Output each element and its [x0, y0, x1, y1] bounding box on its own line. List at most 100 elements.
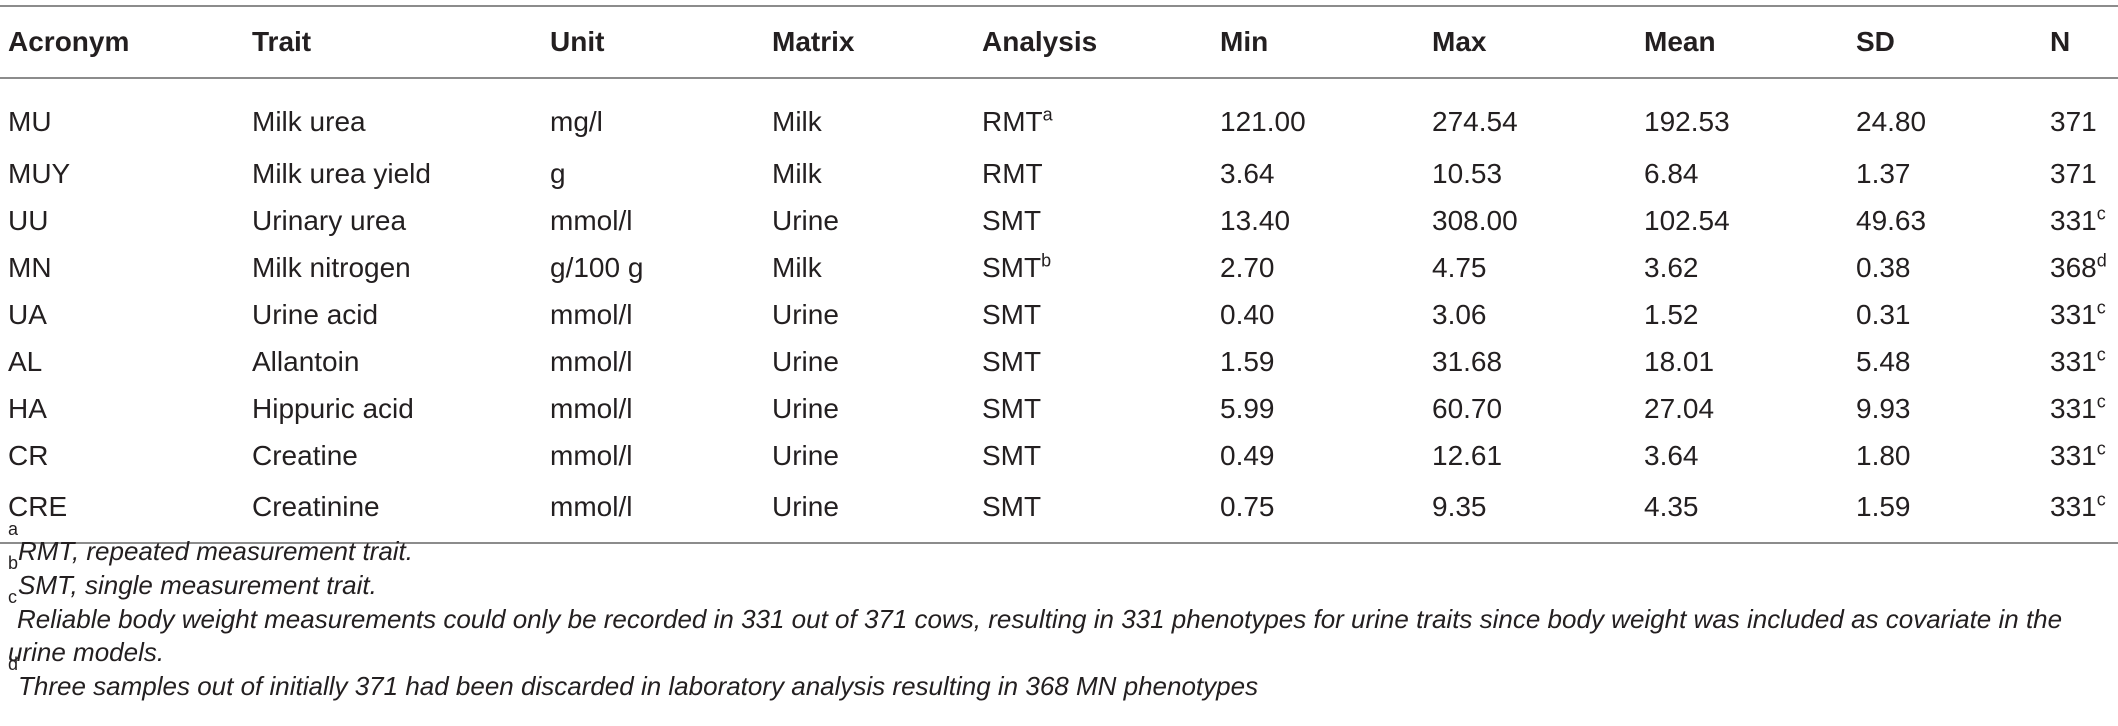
- cell-acronym: MU: [8, 105, 52, 137]
- n-value: 331: [2050, 345, 2097, 377]
- cell-trait: Urinary urea: [252, 204, 407, 236]
- column-header-sd: SD: [1848, 5, 2042, 79]
- footnote-mark: d: [8, 654, 19, 674]
- analysis-value: SMT: [982, 490, 1042, 522]
- table-row: HA Hippuric acid mmol/l Urine SMT 5.99 6…: [0, 385, 2118, 432]
- footnote-mark: b: [8, 553, 19, 573]
- column-header-trait: Trait: [244, 5, 542, 79]
- footnote-b: bSMT, single measurement trait.: [8, 554, 2108, 602]
- cell-acronym: MN: [8, 251, 52, 283]
- cell-acronym: CRE: [0, 479, 244, 544]
- column-header-unit: Unit: [542, 5, 764, 79]
- cell-n: 368d: [2042, 244, 2118, 291]
- footnote-text: Three samples out of initially 371 had b…: [18, 671, 1259, 701]
- cell-trait: Urine acid: [252, 298, 379, 330]
- analysis-value: SMT: [982, 204, 1042, 236]
- cell-matrix: Milk: [772, 157, 822, 189]
- table-row: AL Allantoin mmol/l Urine SMT 1.59 31.68…: [0, 338, 2118, 385]
- cell-analysis: SMT: [974, 432, 1212, 479]
- cell-n: 331c: [2042, 338, 2118, 385]
- cell-sd: 0.31: [1856, 298, 1911, 330]
- cell-min: 0.75: [1212, 479, 1424, 544]
- footnote-mark: c: [8, 587, 17, 607]
- footnote-marker: c: [2096, 344, 2106, 365]
- cell-analysis: SMT: [974, 291, 1212, 338]
- cell-acronym: CR: [8, 439, 49, 471]
- cell-acronym: HA: [8, 392, 47, 424]
- analysis-value: SMT: [982, 392, 1042, 424]
- cell-acronym: AL: [8, 345, 43, 377]
- cell-max: 4.75: [1432, 251, 1487, 283]
- analysis-value: SMT: [982, 345, 1042, 377]
- cell-n: 371: [2042, 78, 2118, 150]
- cell-min: 13.40: [1220, 204, 1291, 236]
- table-footnotes: aRMT, repeated measurement trait. bSMT, …: [8, 520, 2108, 704]
- cell-min: 121.00: [1220, 105, 1306, 137]
- cell-acronym: MUY: [8, 157, 71, 189]
- cell-matrix: Urine: [772, 204, 839, 236]
- cell-sd: 49.63: [1856, 204, 1927, 236]
- analysis-value: SMT: [982, 298, 1042, 330]
- cell-matrix: Urine: [772, 392, 839, 424]
- cell-mean: 3.64: [1644, 439, 1699, 471]
- cell-n: 331c: [2042, 197, 2118, 244]
- cell-analysis: SMT: [974, 197, 1212, 244]
- cell-analysis: SMT: [974, 385, 1212, 432]
- cell-n: 331c: [2042, 291, 2118, 338]
- cell-min: 3.64: [1220, 157, 1275, 189]
- cell-unit: mmol/l: [550, 345, 633, 377]
- column-header-mean: Mean: [1636, 5, 1848, 79]
- n-value: 331: [2050, 490, 2097, 522]
- cell-mean: 192.53: [1644, 105, 1730, 137]
- trait-statistics-table: Acronym Trait Unit Matrix Analysis Min M…: [0, 5, 2118, 544]
- cell-sd: 9.93: [1856, 392, 1911, 424]
- cell-mean: 27.04: [1644, 392, 1715, 424]
- cell-max: 3.06: [1432, 298, 1487, 330]
- cell-trait: Creatine: [252, 439, 358, 471]
- cell-trait: Allantoin: [252, 345, 360, 377]
- footnote-marker: a: [1042, 104, 1053, 125]
- analysis-value: RMT: [982, 157, 1043, 189]
- footnote-marker: c: [2096, 391, 2106, 412]
- cell-sd: 1.59: [1848, 479, 2042, 544]
- cell-n: 371: [2042, 150, 2118, 197]
- cell-analysis: RMT: [974, 150, 1212, 197]
- cell-analysis: RMTa: [974, 78, 1212, 150]
- column-header-n: N: [2042, 5, 2118, 79]
- column-header-max: Max: [1424, 5, 1636, 79]
- cell-matrix: Milk: [772, 105, 822, 137]
- cell-sd: 1.80: [1856, 439, 1911, 471]
- analysis-value: SMT: [982, 251, 1042, 283]
- table-row: MU Milk urea mg/l Milk RMTa 121.00 274.5…: [0, 78, 2118, 150]
- cell-unit: mmol/l: [550, 298, 633, 330]
- cell-max: 10.53: [1432, 157, 1503, 189]
- cell-matrix: Urine: [772, 298, 839, 330]
- cell-max: 60.70: [1432, 392, 1503, 424]
- footnote-a: aRMT, repeated measurement trait.: [8, 520, 2108, 568]
- n-value: 368: [2050, 251, 2097, 283]
- cell-mean: 1.52: [1644, 298, 1699, 330]
- analysis-value: SMT: [982, 439, 1042, 471]
- cell-unit: mmol/l: [542, 479, 764, 544]
- footnote-text: RMT, repeated measurement trait.: [18, 536, 414, 566]
- cell-max: 274.54: [1432, 105, 1518, 137]
- footnote-marker: c: [2096, 203, 2106, 224]
- cell-sd: 24.80: [1856, 105, 1927, 137]
- table-row: CR Creatine mmol/l Urine SMT 0.49 12.61 …: [0, 432, 2118, 479]
- cell-acronym: UA: [8, 298, 47, 330]
- footnote-marker: d: [2096, 250, 2107, 271]
- cell-min: 0.40: [1220, 298, 1275, 330]
- n-value: 371: [2050, 105, 2097, 137]
- footnote-marker: b: [1041, 250, 1052, 271]
- cell-matrix: Urine: [764, 479, 974, 544]
- n-value: 331: [2050, 439, 2097, 471]
- cell-analysis: SMT: [974, 479, 1212, 544]
- cell-unit: mg/l: [550, 105, 603, 137]
- cell-unit: mmol/l: [550, 392, 633, 424]
- footnote-mark: a: [8, 519, 19, 539]
- cell-n: 331c: [2042, 385, 2118, 432]
- cell-sd: 1.37: [1856, 157, 1911, 189]
- cell-analysis: SMTb: [974, 244, 1212, 291]
- column-header-min: Min: [1212, 5, 1424, 79]
